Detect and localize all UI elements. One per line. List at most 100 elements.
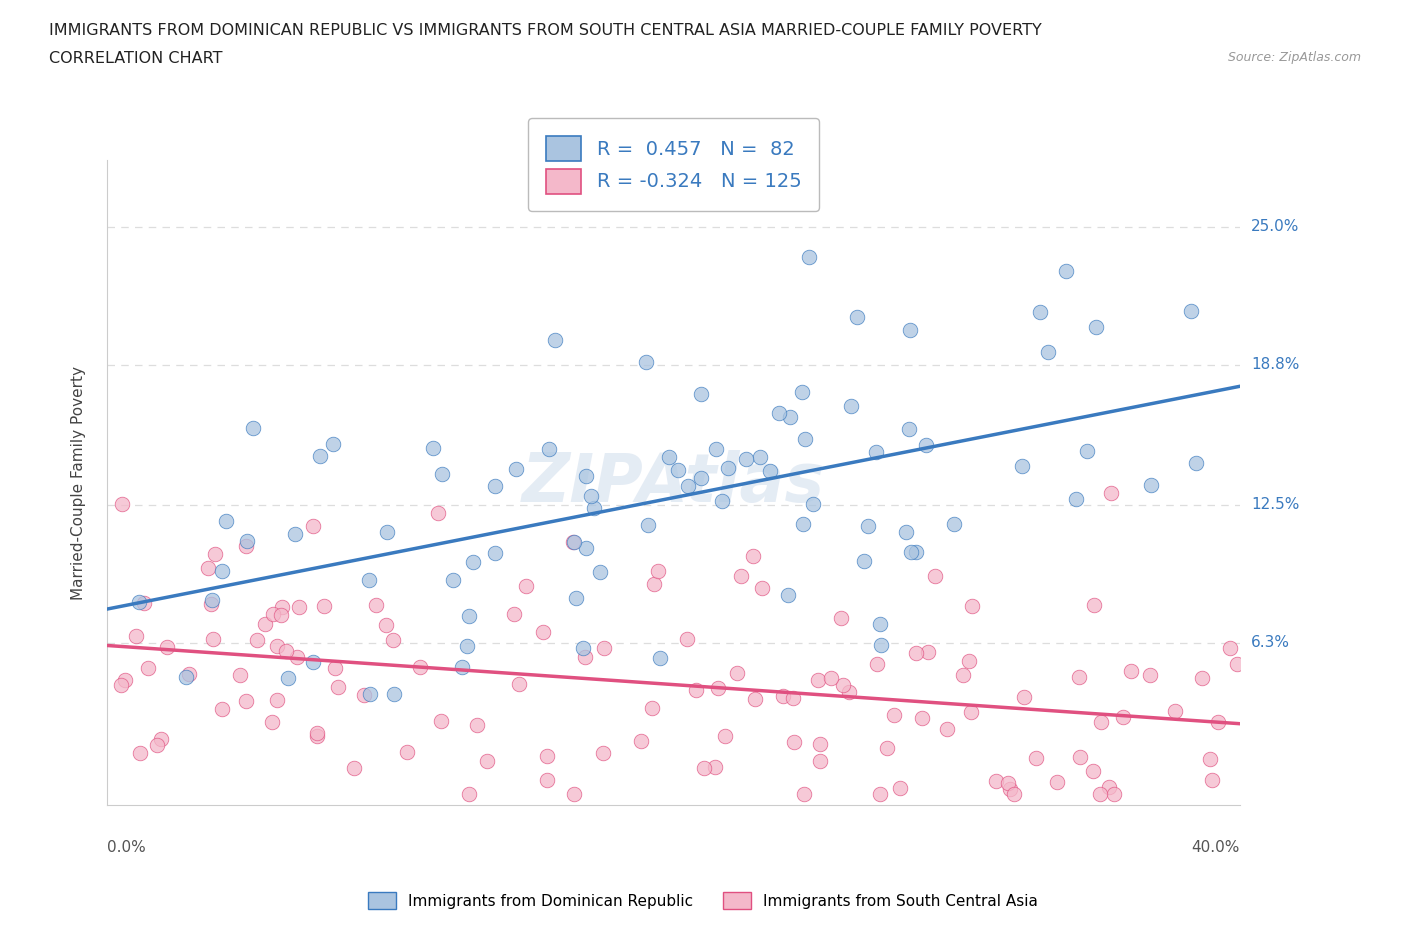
Point [643, 577, 665, 591]
Point [305, 728, 328, 743]
Point [382, 686, 405, 701]
Point [869, 786, 891, 801]
Point [783, 735, 806, 750]
Point [856, 518, 879, 533]
Point [536, 772, 558, 787]
Point [1206, 714, 1229, 729]
Point [666, 463, 689, 478]
Point [502, 606, 524, 621]
Point [1025, 751, 1047, 765]
Point [630, 734, 652, 749]
Point [450, 659, 472, 674]
Point [456, 639, 478, 654]
Point [1083, 598, 1105, 613]
Point [808, 737, 831, 751]
Point [889, 780, 911, 795]
Point [228, 668, 250, 683]
Legend: Immigrants from Dominican Republic, Immigrants from South Central Asia: Immigrants from Dominican Republic, Immi… [361, 886, 1045, 915]
Point [1011, 458, 1033, 473]
Point [648, 650, 671, 665]
Point [1067, 670, 1090, 684]
Point [575, 540, 598, 555]
Point [924, 568, 946, 583]
Text: 18.8%: 18.8% [1251, 357, 1299, 372]
Point [266, 693, 288, 708]
Point [917, 644, 939, 659]
Point [1064, 491, 1087, 506]
Point [508, 677, 530, 692]
Point [846, 310, 869, 325]
Point [592, 746, 614, 761]
Point [429, 713, 451, 728]
Point [366, 598, 388, 613]
Point [751, 580, 773, 595]
Point [641, 700, 664, 715]
Point [260, 714, 283, 729]
Text: 6.3%: 6.3% [1251, 635, 1291, 650]
Point [832, 678, 855, 693]
Point [690, 472, 713, 486]
Point [717, 460, 740, 475]
Point [375, 618, 398, 632]
Legend: R =  0.457   N =  82, R = -0.324   N = 125: R = 0.457 N = 82, R = -0.324 N = 125 [529, 118, 818, 211]
Point [201, 593, 224, 608]
Point [312, 599, 335, 614]
Point [793, 786, 815, 801]
Point [156, 640, 179, 655]
Point [704, 442, 727, 457]
Point [1180, 303, 1202, 318]
Point [1219, 640, 1241, 655]
Point [1090, 714, 1112, 729]
Point [328, 680, 350, 695]
Point [690, 387, 713, 402]
Point [998, 781, 1021, 796]
Point [197, 561, 219, 576]
Point [1185, 456, 1208, 471]
Point [799, 250, 821, 265]
Point [676, 478, 699, 493]
Point [301, 655, 323, 670]
Point [475, 753, 498, 768]
Point [583, 500, 606, 515]
Point [911, 711, 934, 725]
Point [637, 518, 659, 533]
Point [288, 600, 311, 615]
Point [1201, 773, 1223, 788]
Point [1164, 703, 1187, 718]
Point [409, 659, 432, 674]
Point [905, 646, 928, 661]
Point [830, 611, 852, 626]
Point [536, 748, 558, 763]
Point [484, 545, 506, 560]
Point [898, 323, 921, 338]
Point [430, 467, 453, 482]
Point [1191, 671, 1213, 685]
Point [274, 644, 297, 658]
Point [898, 421, 921, 436]
Point [779, 409, 801, 424]
Point [1226, 657, 1249, 671]
Point [177, 667, 200, 682]
Point [357, 573, 380, 588]
Point [149, 732, 172, 747]
Point [865, 445, 887, 459]
Point [869, 637, 891, 652]
Point [284, 526, 307, 541]
Point [960, 599, 983, 614]
Point [713, 729, 735, 744]
Point [305, 725, 328, 740]
Point [1029, 305, 1052, 320]
Point [1198, 751, 1220, 766]
Point [915, 437, 938, 452]
Point [1069, 750, 1091, 764]
Point [685, 683, 707, 698]
Point [515, 578, 537, 593]
Point [894, 525, 917, 539]
Point [246, 632, 269, 647]
Point [693, 761, 716, 776]
Point [396, 744, 419, 759]
Point [1140, 478, 1163, 493]
Point [807, 672, 830, 687]
Point [772, 688, 794, 703]
Point [838, 684, 860, 699]
